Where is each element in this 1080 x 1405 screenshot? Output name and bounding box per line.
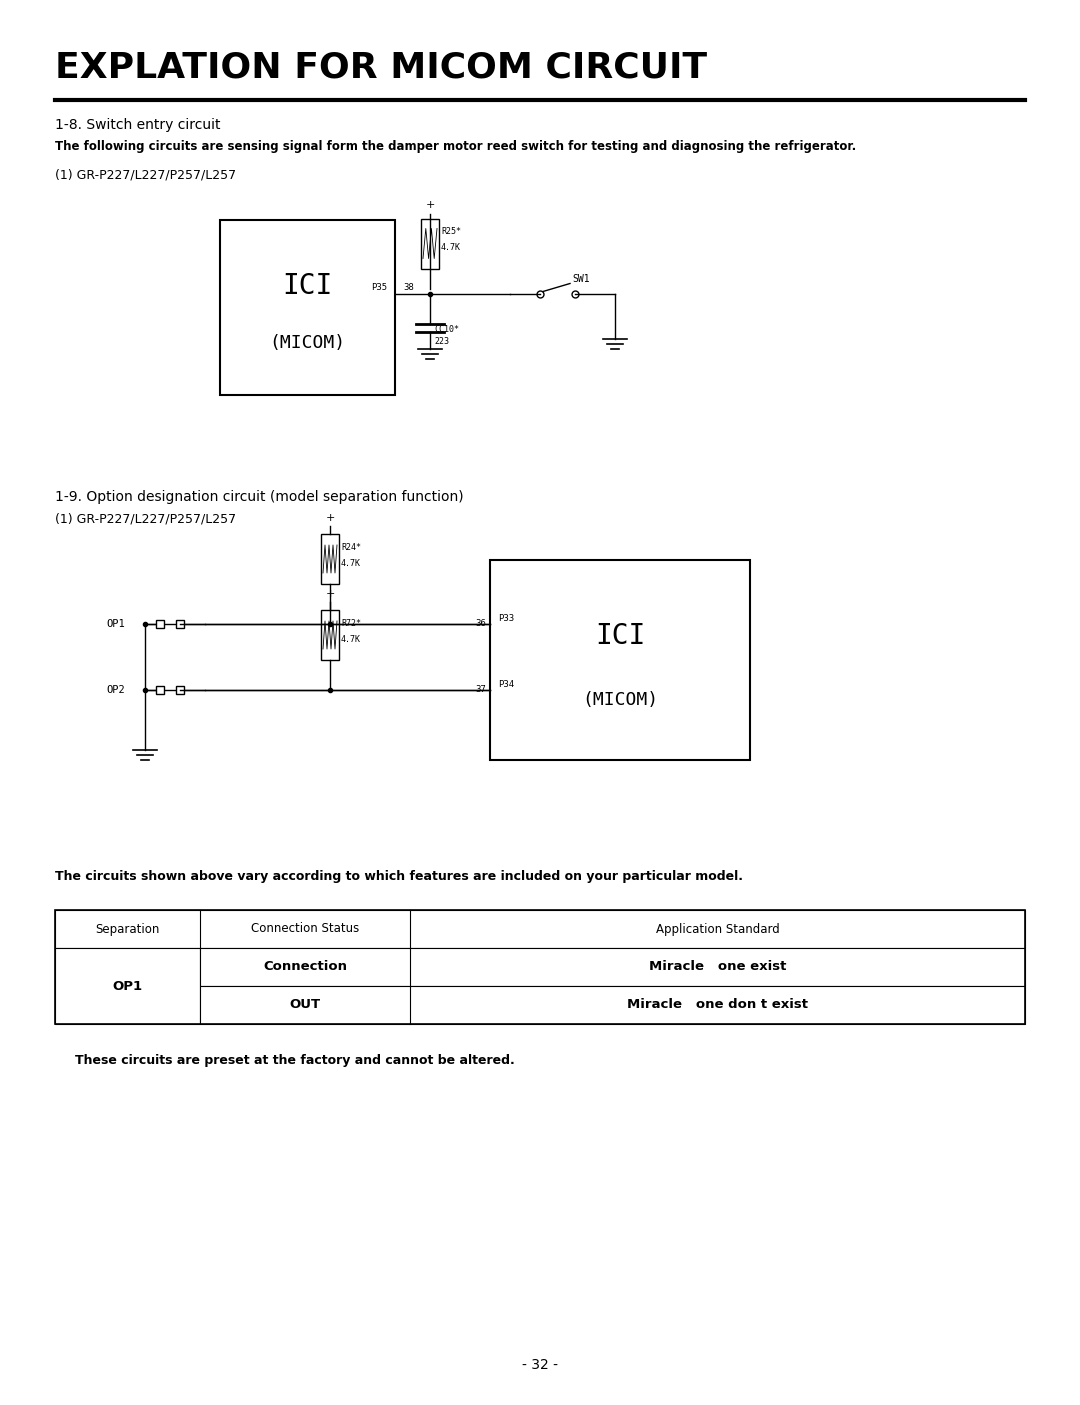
Bar	[321, 534, 339, 584]
Text: (MICOM): (MICOM)	[269, 333, 346, 351]
Text: 4.7K: 4.7K	[441, 243, 461, 251]
Text: +: +	[325, 589, 335, 599]
Text: EXPLATION FOR MICOM CIRCUIT: EXPLATION FOR MICOM CIRCUIT	[55, 51, 707, 84]
Text: 1-8. Switch entry circuit: 1-8. Switch entry circuit	[55, 118, 220, 132]
Text: R25*: R25*	[441, 228, 461, 236]
Text: P33: P33	[498, 614, 514, 622]
Text: 223: 223	[434, 337, 449, 347]
Text: OUT: OUT	[289, 999, 321, 1012]
Bar	[220, 221, 395, 395]
Text: R24*: R24*	[341, 544, 361, 552]
Text: (MICOM): (MICOM)	[582, 691, 658, 710]
Text: These circuits are preset at the factory and cannot be altered.: These circuits are preset at the factory…	[75, 1054, 515, 1066]
Text: OP1: OP1	[106, 620, 125, 629]
Text: P35: P35	[370, 284, 387, 292]
Bar	[55, 910, 1025, 1024]
Text: 1-9. Option designation circuit (model separation function): 1-9. Option designation circuit (model s…	[55, 490, 463, 504]
Text: - 32 -: - 32 -	[522, 1359, 558, 1373]
Text: 37: 37	[475, 686, 486, 694]
Text: +: +	[325, 513, 335, 523]
Bar	[55, 910, 1025, 948]
Bar	[421, 219, 438, 268]
Text: Application Standard: Application Standard	[656, 923, 780, 936]
Text: OP2: OP2	[106, 686, 125, 695]
Text: P34: P34	[498, 680, 514, 688]
Text: Connection: Connection	[264, 961, 347, 974]
Bar	[200, 948, 1025, 986]
Text: 38: 38	[404, 284, 415, 292]
Text: ICI: ICI	[282, 273, 333, 301]
Bar	[55, 948, 200, 1024]
Text: +: +	[426, 201, 434, 211]
Bar	[321, 610, 339, 660]
Text: Miracle   one don t exist: Miracle one don t exist	[627, 999, 808, 1012]
Text: 36: 36	[475, 620, 486, 628]
Text: (1) GR-P227/L227/P257/L257: (1) GR-P227/L227/P257/L257	[55, 511, 237, 525]
Text: R72*: R72*	[341, 620, 361, 628]
Text: (1) GR-P227/L227/P257/L257: (1) GR-P227/L227/P257/L257	[55, 169, 237, 181]
Bar	[200, 986, 1025, 1024]
Bar	[490, 561, 750, 760]
Text: SW1: SW1	[572, 274, 590, 284]
Text: The following circuits are sensing signal form the damper motor reed switch for : The following circuits are sensing signa…	[55, 140, 856, 153]
Text: Miracle   one exist: Miracle one exist	[649, 961, 786, 974]
Text: 4.7K: 4.7K	[341, 559, 361, 569]
Text: The circuits shown above vary according to which features are included on your p: The circuits shown above vary according …	[55, 870, 743, 882]
Text: OP1: OP1	[112, 979, 143, 992]
Text: CC10*: CC10*	[434, 326, 459, 334]
Text: ICI: ICI	[595, 622, 645, 651]
Text: 4.7K: 4.7K	[341, 635, 361, 645]
Text: Separation: Separation	[95, 923, 160, 936]
Text: Connection Status: Connection Status	[251, 923, 360, 936]
